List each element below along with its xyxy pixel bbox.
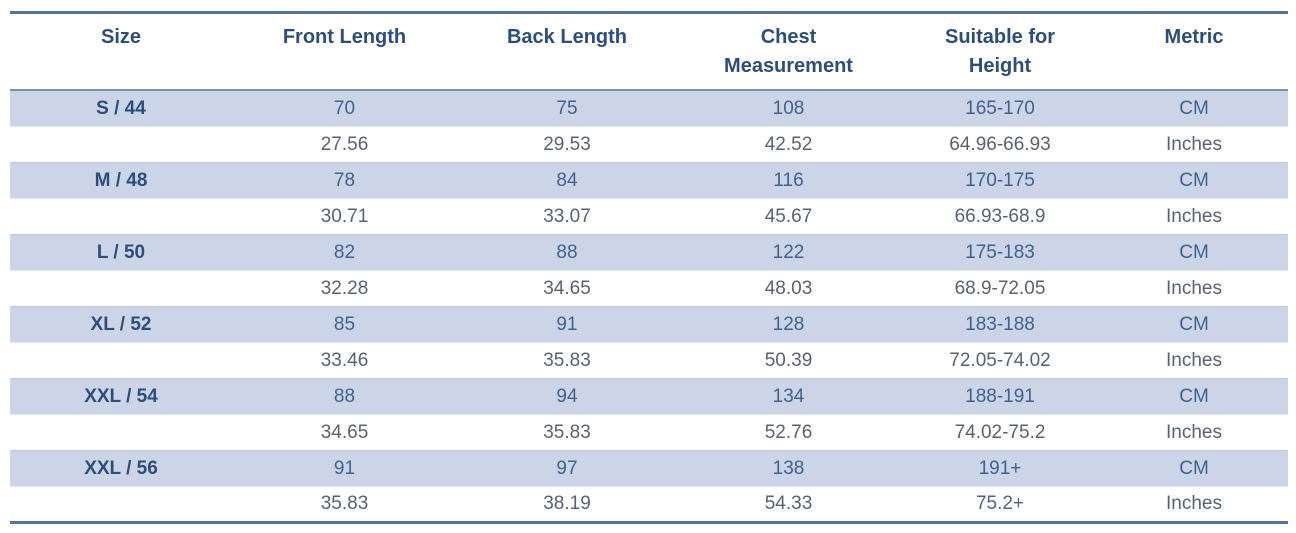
cell-metric: CM (1100, 89, 1288, 127)
cell-front-length: 82 (232, 233, 457, 271)
table-row-xl52-inches: 33.46 35.83 50.39 72.05-74.02 Inches (10, 342, 1288, 378)
column-header-size: Size (10, 12, 232, 91)
cell-front-length: 88 (232, 377, 457, 415)
table-row-xxl54-inches: 34.65 35.83 52.76 74.02-75.2 Inches (10, 414, 1288, 450)
cell-chest: 138 (677, 449, 900, 487)
cell-metric: CM (1100, 449, 1288, 487)
cell-metric: CM (1100, 377, 1288, 415)
cell-front-length: 70 (232, 89, 457, 127)
table-body: S / 44 70 75 108 165-170 CM 27.56 29.53 … (10, 89, 1288, 522)
cell-chest: 116 (677, 161, 900, 199)
table-row-m48-cm: M / 48 78 84 116 170-175 CM (10, 161, 1288, 199)
cell-metric: CM (1100, 305, 1288, 343)
cell-back-length: 97 (457, 449, 677, 487)
cell-back-length: 34.65 (457, 270, 677, 306)
size-chart-table: Size Front Length Back Length Chest Meas… (10, 11, 1288, 524)
cell-chest: 50.39 (677, 342, 900, 378)
cell-metric: Inches (1100, 414, 1288, 450)
table-header: Size Front Length Back Length Chest Meas… (10, 12, 1288, 91)
cell-height: 191+ (900, 449, 1100, 487)
cell-back-length: 29.53 (457, 126, 677, 162)
cell-back-length: 38.19 (457, 486, 677, 522)
header-row: Size Front Length Back Length Chest Meas… (10, 12, 1288, 91)
cell-height: 72.05-74.02 (900, 342, 1100, 378)
cell-height: 75.2+ (900, 486, 1100, 522)
cell-size: L / 50 (10, 233, 232, 271)
cell-metric: CM (1100, 233, 1288, 271)
cell-front-length: 91 (232, 449, 457, 487)
cell-chest: 52.76 (677, 414, 900, 450)
cell-size (10, 198, 232, 234)
cell-size (10, 270, 232, 306)
cell-front-length: 34.65 (232, 414, 457, 450)
table-row-xxl54-cm: XXL / 54 88 94 134 188-191 CM (10, 377, 1288, 415)
column-header-back-length: Back Length (457, 12, 677, 91)
table-row-l50-inches: 32.28 34.65 48.03 68.9-72.05 Inches (10, 270, 1288, 306)
table-row-xxl56-cm: XXL / 56 91 97 138 191+ CM (10, 449, 1288, 487)
cell-chest: 122 (677, 233, 900, 271)
cell-chest: 48.03 (677, 270, 900, 306)
column-header-chest-measurement: Chest Measurement (677, 12, 900, 91)
table-row-s44-inches: 27.56 29.53 42.52 64.96-66.93 Inches (10, 126, 1288, 162)
column-header-suitable-height: Suitable for Height (900, 12, 1100, 91)
cell-size (10, 126, 232, 162)
cell-front-length: 32.28 (232, 270, 457, 306)
cell-size: XXL / 54 (10, 377, 232, 415)
cell-front-length: 30.71 (232, 198, 457, 234)
cell-metric: Inches (1100, 126, 1288, 162)
cell-metric: Inches (1100, 486, 1288, 522)
cell-back-length: 88 (457, 233, 677, 271)
cell-size (10, 486, 232, 522)
cell-chest: 108 (677, 89, 900, 127)
table-row-s44-cm: S / 44 70 75 108 165-170 CM (10, 89, 1288, 127)
cell-back-length: 75 (457, 89, 677, 127)
cell-height: 175-183 (900, 233, 1100, 271)
cell-size (10, 342, 232, 378)
cell-back-length: 84 (457, 161, 677, 199)
cell-chest: 54.33 (677, 486, 900, 522)
cell-size: S / 44 (10, 89, 232, 127)
cell-height: 188-191 (900, 377, 1100, 415)
cell-back-length: 94 (457, 377, 677, 415)
cell-height: 64.96-66.93 (900, 126, 1100, 162)
table-row-l50-cm: L / 50 82 88 122 175-183 CM (10, 233, 1288, 271)
cell-size: M / 48 (10, 161, 232, 199)
cell-front-length: 27.56 (232, 126, 457, 162)
table-row-xxl56-inches: 35.83 38.19 54.33 75.2+ Inches (10, 486, 1288, 522)
cell-front-length: 35.83 (232, 486, 457, 522)
cell-back-length: 35.83 (457, 414, 677, 450)
cell-height: 66.93-68.9 (900, 198, 1100, 234)
cell-metric: Inches (1100, 270, 1288, 306)
cell-chest: 134 (677, 377, 900, 415)
cell-size: XL / 52 (10, 305, 232, 343)
cell-chest: 45.67 (677, 198, 900, 234)
cell-metric: CM (1100, 161, 1288, 199)
cell-metric: Inches (1100, 198, 1288, 234)
cell-height: 183-188 (900, 305, 1100, 343)
cell-height: 74.02-75.2 (900, 414, 1100, 450)
cell-front-length: 33.46 (232, 342, 457, 378)
cell-chest: 128 (677, 305, 900, 343)
column-header-metric: Metric (1100, 12, 1288, 91)
cell-back-length: 33.07 (457, 198, 677, 234)
cell-height: 165-170 (900, 89, 1100, 127)
cell-front-length: 85 (232, 305, 457, 343)
cell-back-length: 91 (457, 305, 677, 343)
cell-metric: Inches (1100, 342, 1288, 378)
cell-height: 68.9-72.05 (900, 270, 1100, 306)
cell-size: XXL / 56 (10, 449, 232, 487)
cell-height: 170-175 (900, 161, 1100, 199)
table-row-xl52-cm: XL / 52 85 91 128 183-188 CM (10, 305, 1288, 343)
cell-back-length: 35.83 (457, 342, 677, 378)
cell-front-length: 78 (232, 161, 457, 199)
table-row-m48-inches: 30.71 33.07 45.67 66.93-68.9 Inches (10, 198, 1288, 234)
cell-chest: 42.52 (677, 126, 900, 162)
column-header-front-length: Front Length (232, 12, 457, 91)
cell-size (10, 414, 232, 450)
